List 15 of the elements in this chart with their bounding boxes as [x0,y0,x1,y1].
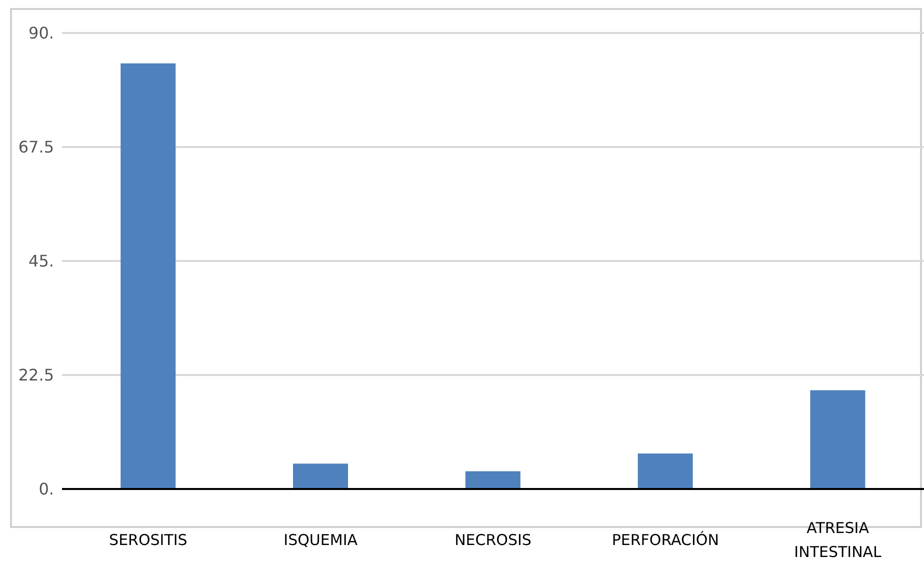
y-tick-label: 22.5 [18,366,54,385]
x-tick-label: SEROSITIS [109,531,188,549]
bar [120,63,176,489]
y-tick-label: 67.5 [18,138,54,157]
y-tick-label: 90. [28,24,54,43]
x-tick-label: PERFORACIÓN [612,531,719,549]
x-tick-label: ATRESIA INTESTINAL [794,519,882,561]
bar [465,471,520,489]
bar [638,454,693,489]
y-tick-label: 45. [28,252,54,271]
x-tick-label: NECROSIS [454,531,532,549]
x-tick-label: ISQUEMIA [284,531,358,549]
bar [810,390,866,489]
bar [293,464,348,489]
y-tick-label: 0. [38,480,54,499]
